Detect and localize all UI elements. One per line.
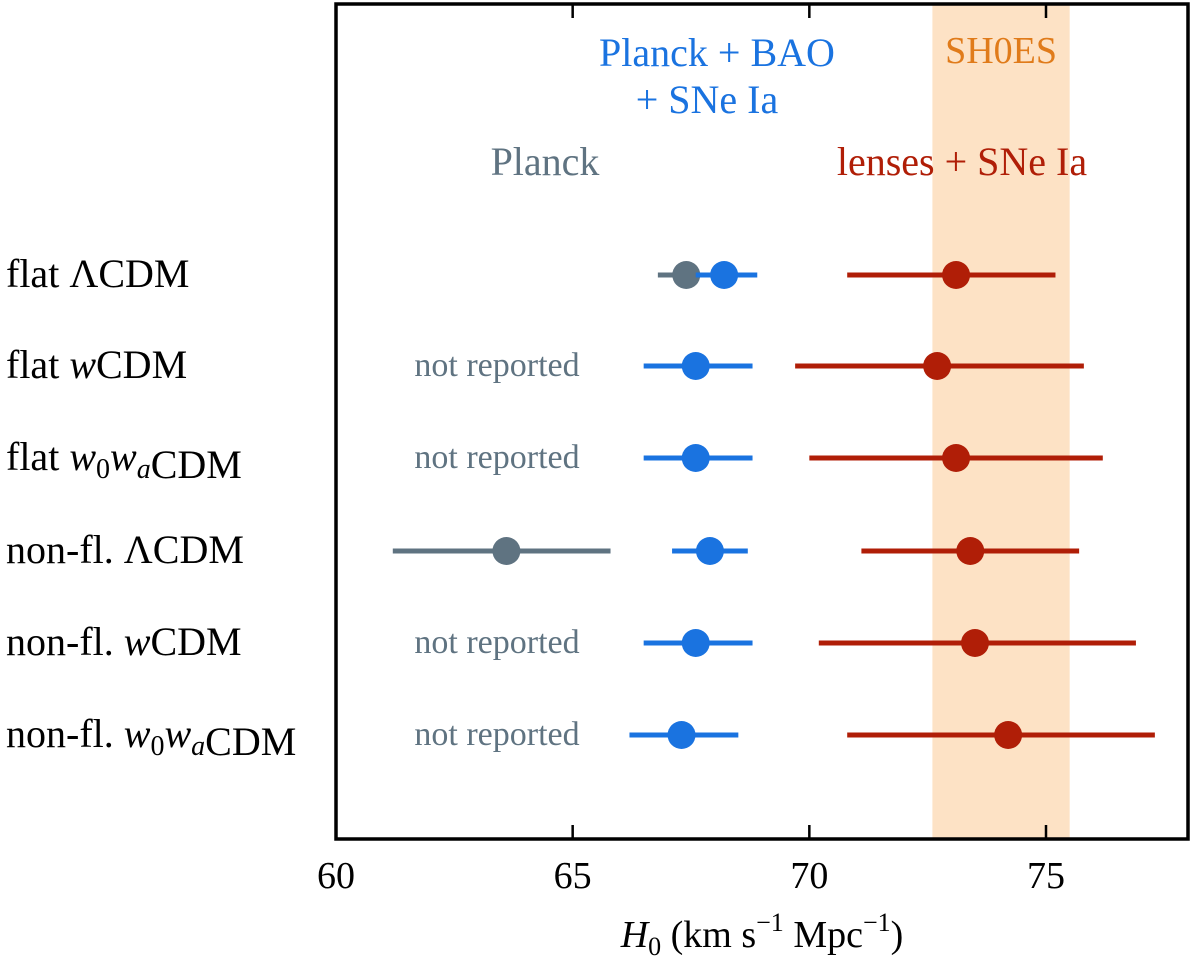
- planck_bao-point: [681, 352, 710, 380]
- not-reported-label: not reported: [414, 624, 579, 661]
- data-marks: not reported not reported not reported not …: [392, 261, 1155, 753]
- legend-planck: Planck: [491, 139, 600, 184]
- not-reported-label: not reported: [414, 347, 579, 384]
- legend-lenses: lenses + SNe Ia: [837, 139, 1088, 184]
- not-reported-label: not reported: [414, 716, 579, 753]
- model-labels: flat ΛCDM flat wCDM flat w0waCDM non-fl. ΛC…: [6, 251, 296, 764]
- shoes-band: [932, 4, 1070, 839]
- planck_bao-point: [681, 444, 710, 472]
- legend-planck-bao-line2: + SNe Ia: [636, 77, 779, 122]
- planck_bao-point: [667, 721, 696, 749]
- shoes-label: SH0ES: [945, 30, 1057, 72]
- model-label: non-fl. wCDM: [6, 619, 242, 664]
- model-label: flat wCDM: [6, 342, 187, 387]
- legend-planck-bao-line1: Planck + BAO: [599, 30, 835, 75]
- lenses-point: [961, 629, 989, 657]
- x-ticks: 60 65 70 75: [317, 4, 1065, 897]
- model-label: flat ΛCDM: [6, 251, 189, 296]
- lenses-point: [942, 261, 971, 289]
- lenses-point: [942, 444, 971, 472]
- x-axis-label: H0 (km s−1 Mpc−1): [620, 908, 904, 961]
- lenses-point: [994, 721, 1023, 749]
- planck_bao-point: [710, 261, 739, 289]
- not-reported-label: not reported: [414, 439, 579, 476]
- planck_bao-point: [681, 629, 710, 657]
- lenses-point: [923, 352, 952, 380]
- x-tick-label: 60: [317, 855, 355, 897]
- planck_bao-point: [695, 537, 724, 565]
- x-tick-label: 75: [1027, 855, 1065, 897]
- lenses-point: [956, 537, 985, 565]
- model-label: flat w0waCDM: [6, 434, 242, 487]
- plot-frame: [334, 2, 1190, 841]
- planck-point: [492, 537, 521, 565]
- planck-point: [672, 261, 701, 289]
- x-tick-label: 65: [554, 855, 592, 897]
- x-tick-label: 70: [790, 855, 828, 897]
- model-label: non-fl. ΛCDM: [6, 527, 244, 572]
- model-label: non-fl. w0waCDM: [6, 711, 296, 764]
